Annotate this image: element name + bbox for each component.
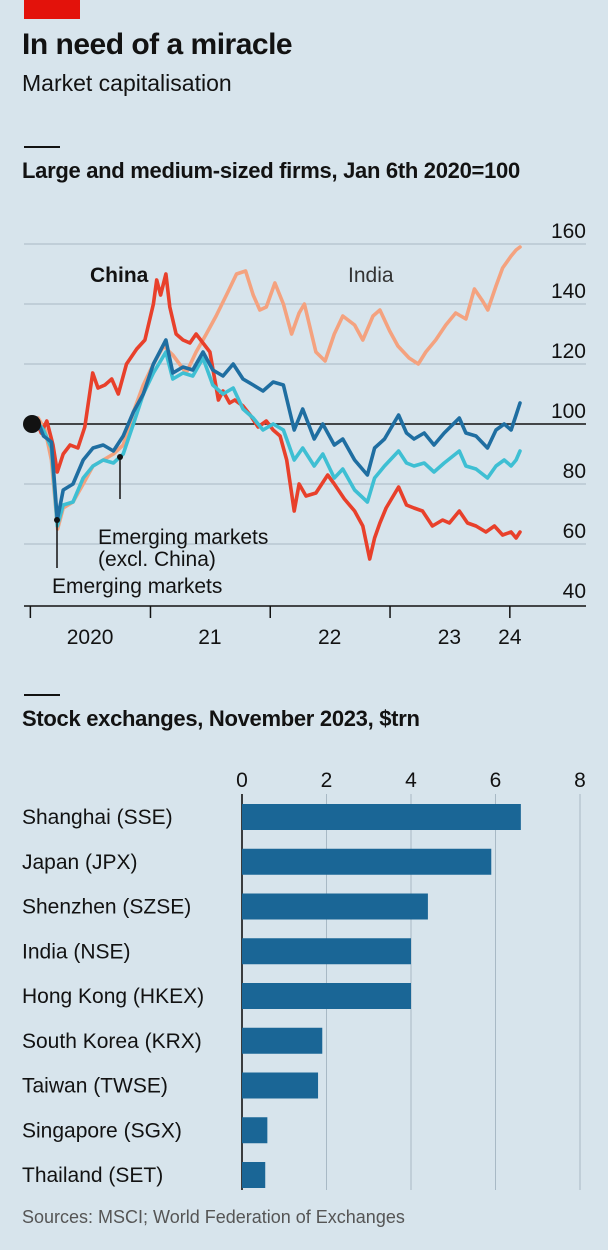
series-line-india (30, 245, 522, 531)
x-tick-label-24: 24 (498, 626, 522, 649)
series-label-em-ex-china-line2: (excl. China) (98, 548, 216, 571)
y-tick-label-120: 120 (551, 340, 586, 363)
chart-title: In need of a miracle (22, 28, 293, 61)
bar-category-label-2: Shenzhen (SZSE) (22, 896, 191, 919)
bar-category-label-3: India (NSE) (22, 940, 131, 963)
bar-8 (242, 1162, 266, 1188)
leader-dot-em (54, 517, 60, 523)
y-tick-label-140: 140 (551, 280, 586, 303)
x-tick-label-21: 21 (198, 626, 221, 649)
series-label-em-ex-china-line1: Emerging markets (98, 526, 268, 549)
bar-chart: 0 2 4 6 8 Shanghai (SSE) Japan (JPX) Shenzhen (… (22, 769, 586, 1190)
bar-category-label-7: Singapore (SGX) (22, 1119, 182, 1142)
y-tick-label-40: 40 (563, 580, 586, 603)
base-date-dot (23, 415, 41, 433)
bar-x-tick-label-6: 6 (490, 769, 502, 792)
leader-dot-em-ex-china (117, 454, 123, 460)
y-tick-label-160: 160 (551, 220, 586, 243)
bar-x-tick-label-8: 8 (574, 769, 586, 792)
bar-1 (242, 848, 492, 875)
bar-category-label-0: Shanghai (SSE) (22, 806, 173, 829)
x-tick-label-22: 22 (318, 626, 341, 649)
bar-category-label-1: Japan (JPX) (22, 851, 138, 874)
bar-category-label-4: Hong Kong (HKEX) (22, 985, 204, 1008)
bar-category-label-6: Taiwan (TWSE) (22, 1075, 168, 1098)
series-label-india: India (348, 264, 394, 287)
series-line-emerging-markets-excl-china- (30, 350, 522, 528)
source-note: Sources: MSCI; World Federation of Excha… (22, 1207, 405, 1227)
bar-category-label-8: Thailand (SET) (22, 1164, 163, 1187)
series-label-em: Emerging markets (52, 575, 222, 598)
line-panel-title: Large and medium-sized firms, Jan 6th 20… (22, 158, 520, 183)
bar-panel-title: Stock exchanges, November 2023, $trn (22, 706, 420, 731)
bar-category-label-5: South Korea (KRX) (22, 1030, 202, 1053)
bar-0 (242, 804, 521, 830)
series-line-emerging-markets (30, 338, 522, 522)
chart-subtitle: Market capitalisation (22, 70, 232, 96)
panel-rule-bar (24, 694, 60, 696)
x-tick-label-2020: 2020 (67, 626, 114, 649)
bar-3 (242, 938, 411, 965)
bar-x-tick-label-2: 2 (321, 769, 333, 792)
bar-5 (242, 1027, 323, 1054)
bar-4 (242, 983, 411, 1009)
bar-7 (242, 1117, 268, 1144)
y-tick-label-100: 100 (551, 400, 586, 423)
bar-x-tick-label-4: 4 (405, 769, 417, 792)
series-line-china (30, 272, 522, 561)
series-label-china: China (90, 264, 149, 287)
y-tick-label-60: 60 (563, 520, 586, 543)
line-chart: 40 60 80 100 120 140 160 2020 21 22 23 24 China India… (23, 220, 586, 649)
panel-rule-line (24, 146, 60, 148)
bar-x-tick-label-0: 0 (236, 769, 248, 792)
y-tick-label-80: 80 (563, 460, 586, 483)
bar-2 (242, 893, 428, 920)
bar-6 (242, 1072, 319, 1099)
x-tick-label-23: 23 (438, 626, 461, 649)
brand-red-bar (24, 0, 80, 19)
